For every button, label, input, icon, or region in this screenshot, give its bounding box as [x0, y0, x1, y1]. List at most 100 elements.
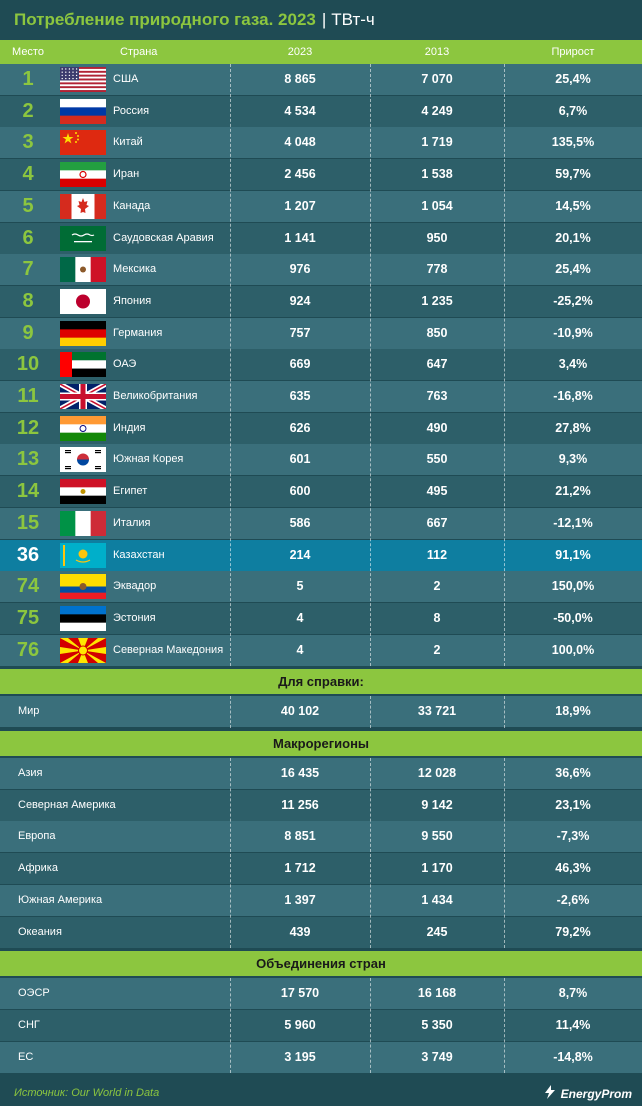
- table-row: 14 Египет 600 495 21,2%: [0, 476, 642, 508]
- table-row: СНГ 5 960 5 350 11,4%: [0, 1009, 642, 1041]
- row-label: Африка: [18, 862, 58, 875]
- table-row: 1 США 8 865 7 070 25,4%: [0, 64, 642, 95]
- value-2013: 1 170: [421, 861, 453, 876]
- table-row: 7 Мексика 976 778 25,4%: [0, 254, 642, 286]
- germany-flag-icon: [60, 320, 106, 346]
- value-2023: 976: [289, 262, 311, 277]
- row-label: ЕС: [18, 1050, 34, 1063]
- column-divider: [504, 696, 505, 728]
- country-name: США: [113, 73, 139, 85]
- value-2013: 1 719: [421, 135, 453, 150]
- country-name: Япония: [113, 294, 152, 307]
- macroregions-heading: Макрорегионы: [0, 731, 642, 756]
- value-growth: 150,0%: [551, 579, 595, 594]
- value-2023: 4: [296, 610, 304, 625]
- column-divider: [230, 64, 231, 667]
- chart-title: Потребление природного газа. 2023 | ТВт-ч: [14, 10, 375, 30]
- value-growth: -14,8%: [553, 1049, 593, 1064]
- title-bar: Потребление природного газа. 2023 | ТВт-ч: [0, 0, 642, 40]
- table-row: Европа 8 851 9 550 -7,3%: [0, 821, 642, 853]
- value-2013: 33 721: [417, 704, 457, 719]
- value-2023: 669: [289, 357, 311, 372]
- value-2013: 5 350: [421, 1017, 453, 1032]
- value-2013: 12 028: [417, 766, 457, 780]
- value-2023: 635: [289, 389, 311, 403]
- rank-number: 75: [16, 606, 40, 629]
- value-2013: 7 070: [421, 72, 453, 86]
- value-growth: 27,8%: [555, 420, 591, 435]
- value-2023: 601: [289, 452, 311, 467]
- header-country: Страна: [120, 46, 158, 58]
- value-growth: 21,2%: [555, 484, 591, 499]
- value-growth: 46,3%: [555, 861, 591, 876]
- country-name: Египет: [113, 485, 148, 498]
- country-name: Южная Корея: [113, 453, 184, 466]
- table-row: 5 Канада 1 207 1 054 14,5%: [0, 190, 642, 222]
- column-divider: [230, 978, 231, 1074]
- footer: Источник: Our World in Data EnergyProm: [0, 1081, 642, 1106]
- value-2013: 647: [426, 357, 448, 372]
- value-2013: 3 749: [421, 1049, 453, 1064]
- value-2023: 3 195: [284, 1049, 316, 1064]
- title-main: Потребление природного газа. 2023: [14, 10, 316, 29]
- value-growth: -50,0%: [553, 610, 593, 625]
- value-2023: 439: [289, 924, 311, 939]
- country-name: Канада: [113, 199, 151, 212]
- table-row: 76 Северная Македония 4 2 100,0%: [0, 634, 642, 666]
- north-macedonia-flag-icon: [60, 637, 106, 663]
- value-growth: -12,1%: [553, 515, 593, 530]
- table-row: 2 Россия 4 534 4 249 6,7%: [0, 95, 642, 127]
- value-growth: 25,4%: [555, 72, 591, 86]
- value-2023: 8 851: [284, 829, 316, 844]
- table-row: Мир 40 102 33 721 18,9%: [0, 696, 642, 728]
- column-divider: [370, 758, 371, 949]
- value-2013: 950: [426, 230, 448, 245]
- country-name: Иран: [113, 168, 140, 181]
- rank-number: 76: [16, 638, 40, 661]
- value-2013: 9 550: [421, 829, 453, 844]
- value-2023: 600: [289, 484, 311, 499]
- value-2013: 1 235: [421, 293, 453, 308]
- title-separator: |: [321, 10, 327, 29]
- rank-number: 8: [22, 289, 34, 312]
- value-growth: 36,6%: [555, 766, 591, 780]
- row-label: Южная Америка: [18, 893, 103, 906]
- value-2023: 1 141: [284, 230, 316, 245]
- column-divider: [230, 696, 231, 728]
- value-2023: 1 207: [284, 198, 316, 213]
- column-divider: [230, 758, 231, 949]
- value-2013: 2: [433, 579, 441, 594]
- value-2023: 1 397: [284, 892, 316, 907]
- table-row: Северная Америка 11 256 9 142 23,1%: [0, 789, 642, 821]
- value-2023: 214: [289, 547, 311, 562]
- energyprom-logo-icon: [542, 1084, 558, 1105]
- country-name: Италия: [113, 516, 151, 529]
- value-2013: 763: [426, 389, 448, 403]
- value-2023: 626: [289, 420, 311, 435]
- value-2013: 550: [426, 452, 448, 467]
- source-note: Источник: Our World in Data: [14, 1087, 160, 1099]
- header-rank: Место: [12, 46, 44, 58]
- rank-number: 6: [22, 226, 34, 249]
- value-growth: 14,5%: [555, 198, 591, 213]
- value-2023: 924: [289, 293, 311, 308]
- table-row: 12 Индия 626 490 27,8%: [0, 412, 642, 444]
- row-label: Европа: [18, 830, 56, 843]
- country-name: Эквадор: [113, 580, 157, 593]
- rank-number: 14: [16, 480, 40, 503]
- value-2023: 17 570: [280, 986, 320, 1001]
- italy-flag-icon: [60, 510, 106, 536]
- column-divider: [370, 978, 371, 1074]
- kazakhstan-flag-icon: [60, 542, 106, 568]
- value-growth: 11,4%: [555, 1017, 591, 1032]
- rank-number: 1: [22, 68, 34, 90]
- value-2013: 667: [426, 515, 448, 530]
- row-label: Мир: [18, 705, 40, 718]
- value-2013: 16 168: [417, 986, 457, 1001]
- rank-number: 10: [16, 353, 40, 376]
- country-name: ОАЭ: [113, 358, 137, 371]
- rank-number: 13: [16, 448, 40, 471]
- ecuador-flag-icon: [60, 574, 106, 600]
- table-row: Африка 1 712 1 170 46,3%: [0, 853, 642, 885]
- table-row: 9 Германия 757 850 -10,9%: [0, 317, 642, 349]
